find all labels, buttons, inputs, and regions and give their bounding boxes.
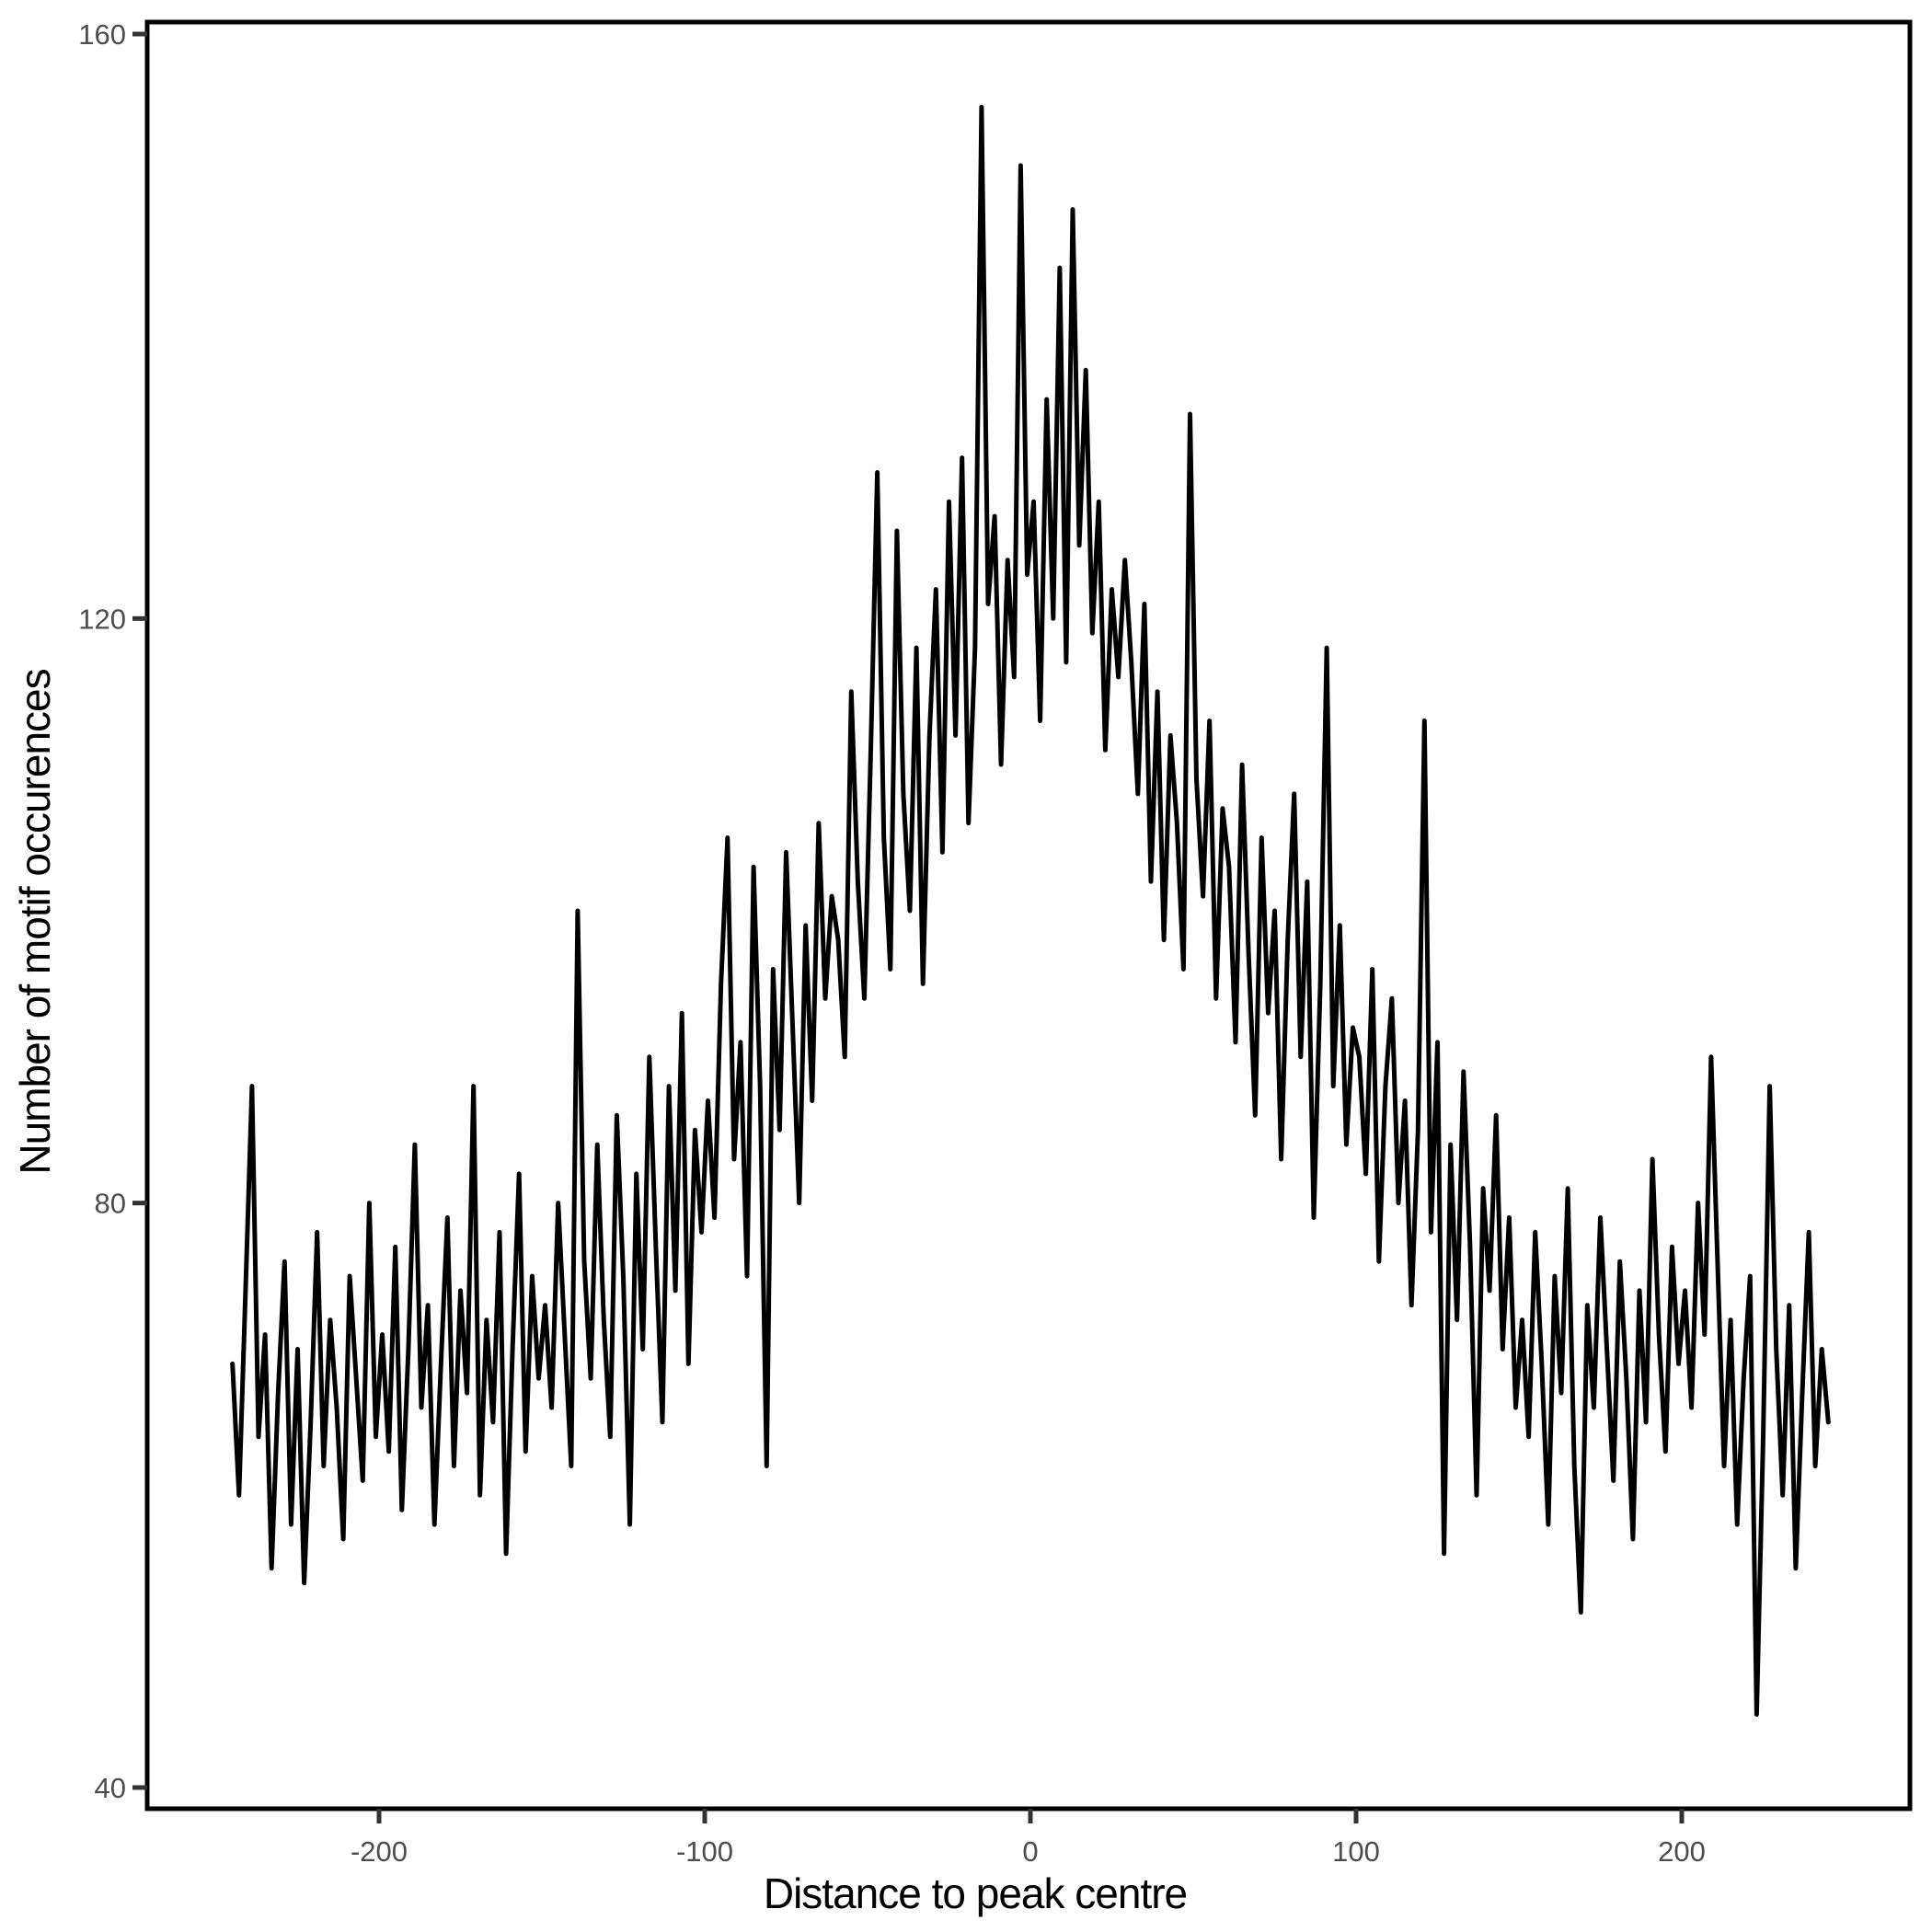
- y-axis-title: Number of motif occurences: [11, 669, 59, 1174]
- y-tick-label: 120: [78, 603, 126, 635]
- y-tick-label: 80: [95, 1188, 126, 1220]
- axes-layer: -200 -100 0 100 200 40 80 120 160: [78, 18, 1706, 1868]
- x-tick-label: -200: [351, 1835, 408, 1868]
- x-tick-label: 0: [1022, 1835, 1038, 1868]
- x-axis-title: Distance to peak centre: [764, 1869, 1187, 1917]
- x-tick-label: 100: [1332, 1835, 1380, 1868]
- x-tick-label: 200: [1658, 1835, 1706, 1868]
- plot-panel-border: [144, 19, 1913, 1811]
- y-tick-label: 40: [95, 1772, 126, 1804]
- y-tick-label: 160: [78, 18, 126, 51]
- x-tick-label: -100: [676, 1835, 733, 1868]
- data-line-layer: [230, 104, 1831, 1717]
- motif-count-line: [230, 104, 1831, 1717]
